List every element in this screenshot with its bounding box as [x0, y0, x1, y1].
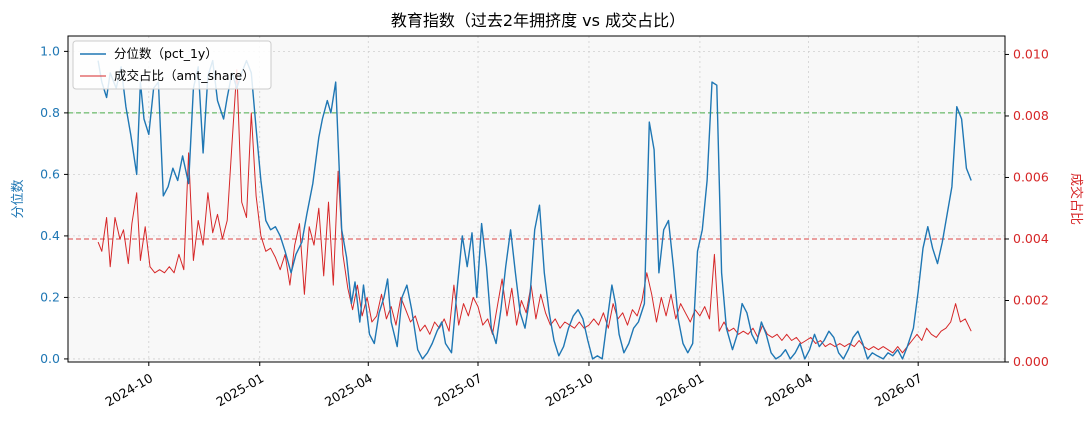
left-tick-label: 0.8	[40, 105, 60, 120]
right-tick-label: 0.010	[1013, 46, 1049, 61]
right-tick-label: 0.008	[1013, 108, 1049, 123]
right-axis-label: 成交占比	[1068, 173, 1084, 225]
x-tick-label: 2026-01	[654, 370, 707, 409]
plot-frame	[67, 35, 1006, 363]
chart-title: 教育指数（过去2年拥挤度 vs 成交占比）	[391, 11, 685, 30]
x-tick-label: 2025-07	[432, 370, 485, 409]
left-axis: 0.0 0.2 0.4 0.6 0.8 1.0	[40, 43, 68, 366]
right-tick-label: 0.002	[1013, 292, 1049, 307]
legend-label-pct: 分位数（pct_1y）	[114, 46, 218, 61]
right-tick-label: 0.000	[1013, 354, 1049, 369]
left-tick-label: 0.4	[40, 228, 60, 243]
plot-area	[68, 36, 1005, 362]
legend-label-amt: 成交占比（amt_share）	[114, 68, 255, 83]
left-axis-label: 分位数	[11, 179, 26, 218]
x-tick-label: 2025-10	[543, 370, 596, 409]
left-tick-label: 1.0	[40, 43, 60, 58]
x-tick-label: 2026-04	[762, 370, 815, 409]
x-tick-label: 2025-04	[322, 370, 375, 409]
right-axis: 0.000 0.002 0.004 0.006 0.008 0.010	[1005, 46, 1049, 369]
legend: 分位数（pct_1y） 成交占比（amt_share）	[72, 40, 272, 90]
left-tick-label: 0.0	[40, 351, 60, 366]
x-tick-label: 2026-07	[872, 370, 925, 409]
right-tick-label: 0.004	[1013, 231, 1049, 246]
right-tick-label: 0.006	[1013, 169, 1049, 184]
left-tick-label: 0.2	[40, 289, 60, 304]
left-tick-label: 0.6	[40, 166, 60, 181]
x-tick-label: 2025-01	[214, 370, 267, 409]
x-axis: 2024-10 2025-01 2025-04 2025-07 2025-10 2026-…	[103, 362, 925, 409]
x-tick-label: 2024-10	[103, 370, 156, 409]
legend-box	[72, 40, 272, 90]
